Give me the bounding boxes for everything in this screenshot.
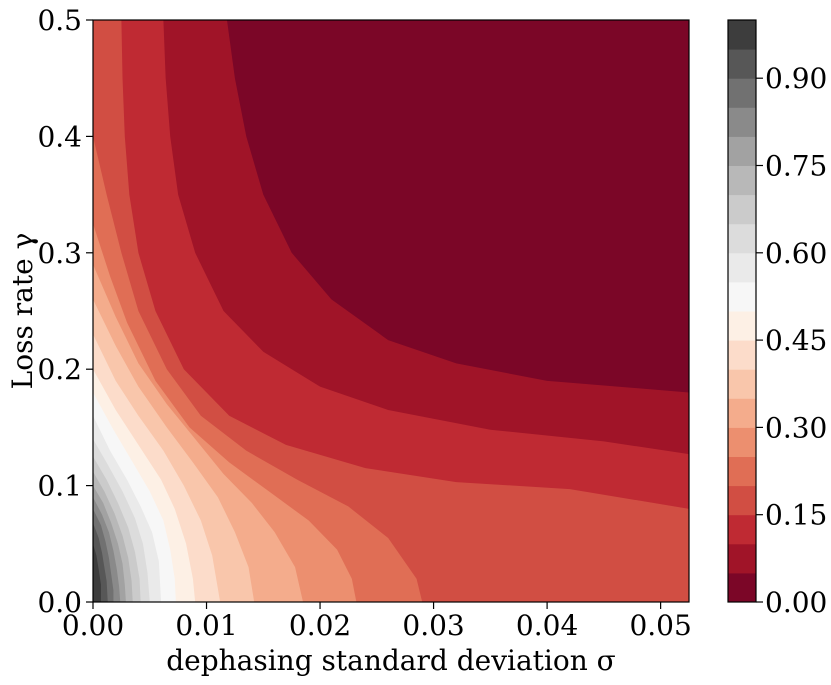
contour-band-19 [93, 543, 101, 602]
y-tick-label: 0.4 [37, 120, 82, 153]
x-axis-label: dephasing standard deviation σ [166, 644, 616, 677]
colorbar-segment [728, 572, 756, 603]
colorbar-segment [728, 78, 756, 108]
colorbar-segment [728, 136, 756, 166]
x-tick-label: 0.02 [289, 609, 351, 642]
colorbar-segment [728, 369, 756, 399]
colorbar-tick-label: 0.60 [765, 237, 827, 270]
colorbar-segment [728, 340, 756, 370]
colorbar [727, 19, 757, 603]
colorbar-segment [728, 398, 756, 428]
x-tick-label: 0.03 [402, 609, 464, 642]
colorbar-segment [728, 252, 756, 283]
colorbar-segment [728, 427, 756, 457]
x-tick-label: 0.04 [516, 609, 578, 642]
plot-frame [92, 19, 690, 603]
colorbar-segment [728, 281, 756, 312]
colorbar-segment [728, 49, 756, 79]
y-tick-label: 0.5 [37, 4, 82, 37]
y-axis-ticks: 0.0 0.1 0.2 0.3 0.4 0.5 [37, 4, 93, 619]
colorbar-segment [728, 194, 756, 225]
colorbar-tick-label: 0.75 [765, 150, 827, 183]
y-tick-label: 0.1 [37, 470, 82, 503]
y-axis-label: Loss rate γ [6, 233, 39, 390]
colorbar-tick-label: 0.30 [765, 411, 827, 444]
colorbar-tick-label: 0.15 [765, 499, 827, 532]
y-tick-label: 0.0 [37, 586, 82, 619]
colorbar-segment [728, 311, 756, 341]
colorbar-segment [728, 485, 756, 516]
colorbar-tick-label: 0.45 [765, 324, 827, 357]
colorbar-tick-label: 0.00 [765, 586, 827, 619]
colorbar-frame [727, 19, 757, 603]
colorbar-ticks: 0.00 0.15 0.30 0.45 0.60 0.75 0.90 [756, 62, 827, 619]
colorbar-segment [728, 165, 756, 196]
colorbar-tick-label: 0.90 [765, 62, 827, 95]
y-tick-label: 0.3 [37, 237, 82, 270]
colorbar-segment [728, 543, 756, 574]
colorbar-segment [728, 456, 756, 487]
x-tick-label: 0.01 [175, 609, 237, 642]
x-axis-ticks: 0.00 0.01 0.02 0.03 0.04 0.05 [62, 602, 692, 642]
colorbar-segment [728, 223, 756, 254]
x-tick-label: 0.00 [62, 609, 124, 642]
colorbar-segment [728, 514, 756, 545]
y-tick-label: 0.2 [37, 353, 82, 386]
contour-fills [93, 20, 689, 602]
colorbar-segment [728, 20, 756, 50]
colorbar-segment [728, 107, 756, 137]
x-tick-label: 0.05 [629, 609, 691, 642]
